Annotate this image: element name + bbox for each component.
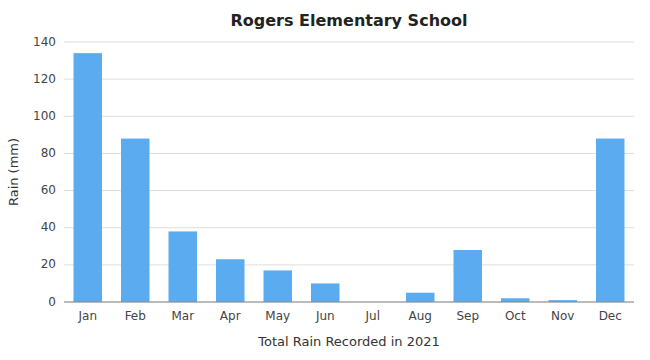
bar — [406, 293, 435, 302]
chart-container: 0 20 40 60 80 100 120 140 Jan Feb Mar Apr May Jun Jul A… — [0, 0, 650, 360]
x-tick-label: Apr — [220, 309, 241, 323]
bar — [169, 231, 198, 302]
bars — [74, 53, 625, 302]
bar — [74, 53, 103, 302]
grid-line — [64, 42, 634, 43]
bar — [454, 250, 483, 302]
x-tick-label: Mar — [171, 309, 194, 323]
bar — [264, 270, 293, 302]
bar — [501, 298, 530, 302]
x-axis-line — [64, 302, 634, 303]
y-tick-label: 140 — [33, 35, 56, 49]
x-tick-label: Dec — [599, 309, 622, 323]
x-tick-label: Jul — [365, 309, 380, 323]
x-tick-label: Aug — [409, 309, 432, 323]
y-tick-label: 60 — [41, 183, 56, 197]
chart: 0 20 40 60 80 100 120 140 Jan Feb Mar Apr May Jun Jul A… — [0, 0, 650, 360]
grid — [64, 42, 634, 302]
title: Rogers Elementary School — [231, 11, 468, 30]
y-axis-label: Rain (mm) — [6, 138, 21, 206]
bar — [216, 259, 245, 302]
x-tick-label: Oct — [505, 309, 526, 323]
y-tick-label: 0 — [48, 295, 56, 309]
grid-line — [64, 116, 634, 117]
y-tick-label: 20 — [41, 257, 56, 271]
grid-line — [64, 79, 634, 80]
x-tick-label: Jan — [78, 309, 98, 323]
x-tick-label: Feb — [125, 309, 146, 323]
y-tick-label: 100 — [33, 109, 56, 123]
grid-line — [64, 302, 634, 303]
bar — [596, 139, 625, 302]
x-tick-label: Nov — [551, 309, 574, 323]
bar — [121, 139, 150, 302]
x-tick-label: May — [265, 309, 290, 323]
y-tick-label: 80 — [41, 146, 56, 160]
y-tick-label: 40 — [41, 220, 56, 234]
y-axis: 0 20 40 60 80 100 120 140 — [33, 35, 56, 309]
y-tick-label: 120 — [33, 72, 56, 86]
x-axis-label: Total Rain Recorded in 2021 — [257, 334, 440, 349]
bar — [311, 283, 340, 302]
x-tick-label: Jun — [315, 309, 335, 323]
x-tick-label: Sep — [456, 309, 479, 323]
x-axis: Jan Feb Mar Apr May Jun Jul Aug Sep Oct Nov Dec — [78, 309, 622, 323]
